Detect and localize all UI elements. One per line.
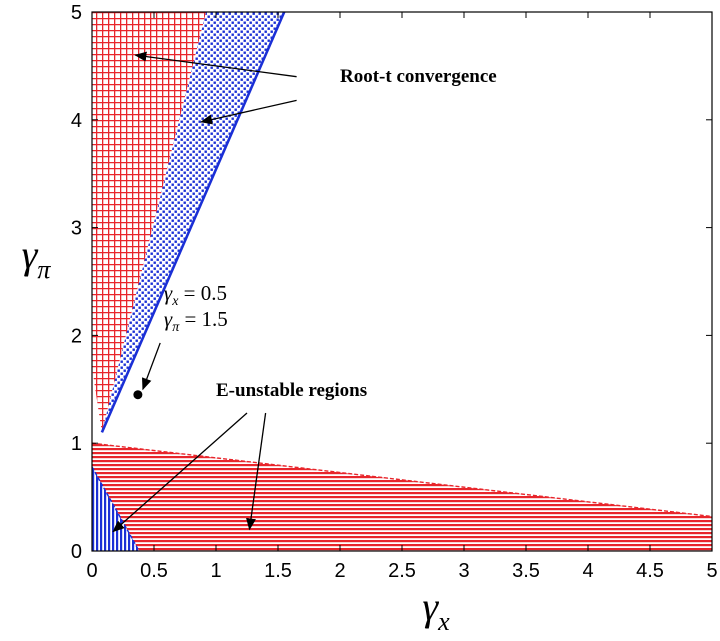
annotation-e-unstable-regions: E-unstable regions <box>216 380 367 401</box>
point-label-line: γπ = 1.5 <box>164 307 228 335</box>
boundary-blue-right-edge <box>100 11 286 433</box>
point-label-line: γx = 0.5 <box>164 281 227 309</box>
x-tick-label: 1 <box>210 560 221 582</box>
data-point <box>133 390 143 400</box>
x-tick-label: 2 <box>334 560 345 582</box>
boundary-lines-layer <box>91 11 713 552</box>
boundary-red-upper-edge <box>91 442 713 518</box>
x-tick-label: 4 <box>582 560 593 582</box>
x-axis-label: γx <box>422 584 450 636</box>
point-arrow <box>142 342 161 391</box>
y-tick-label: 5 <box>71 2 82 24</box>
x-tick-label: 1.5 <box>264 560 292 582</box>
tick-marks-layer <box>91 11 713 552</box>
x-tick-label: 3 <box>458 560 469 582</box>
y-tick-label: 4 <box>71 110 82 132</box>
x-tick-label: 0.5 <box>140 560 168 582</box>
y-axis-label: γπ <box>22 232 52 284</box>
region-e-unstable-red <box>92 443 712 551</box>
annotation-arrow <box>246 412 267 531</box>
x-tick-label: 2.5 <box>388 560 416 582</box>
annotation-arrow <box>200 99 297 125</box>
x-tick-label: 3.5 <box>512 560 540 582</box>
annotation-arrow <box>112 412 248 533</box>
x-tick-label: 4.5 <box>636 560 664 582</box>
y-tick-label: 3 <box>71 218 82 240</box>
y-tick-label: 2 <box>71 325 82 347</box>
x-tick-label: 5 <box>706 560 717 582</box>
annotation-root-t-convergence: Root-t convergence <box>340 66 497 87</box>
tick-labels-layer: 0 0.5 1 1.5 2 2.5 3 3.5 4 4.5 5 0 1 2 3 4 5 <box>71 2 718 582</box>
x-tick-label: 0 <box>86 560 97 582</box>
region-root-t-red <box>92 12 207 433</box>
y-tick-label: 0 <box>71 541 82 563</box>
annotations-layer: Root-t convergence E-unstable regions γx =… <box>112 51 497 533</box>
boundary-blue-diagonal <box>91 466 140 552</box>
axis-titles: γx γπ <box>22 232 451 636</box>
y-tick-label: 1 <box>71 433 82 455</box>
annotation-arrow <box>134 51 297 78</box>
